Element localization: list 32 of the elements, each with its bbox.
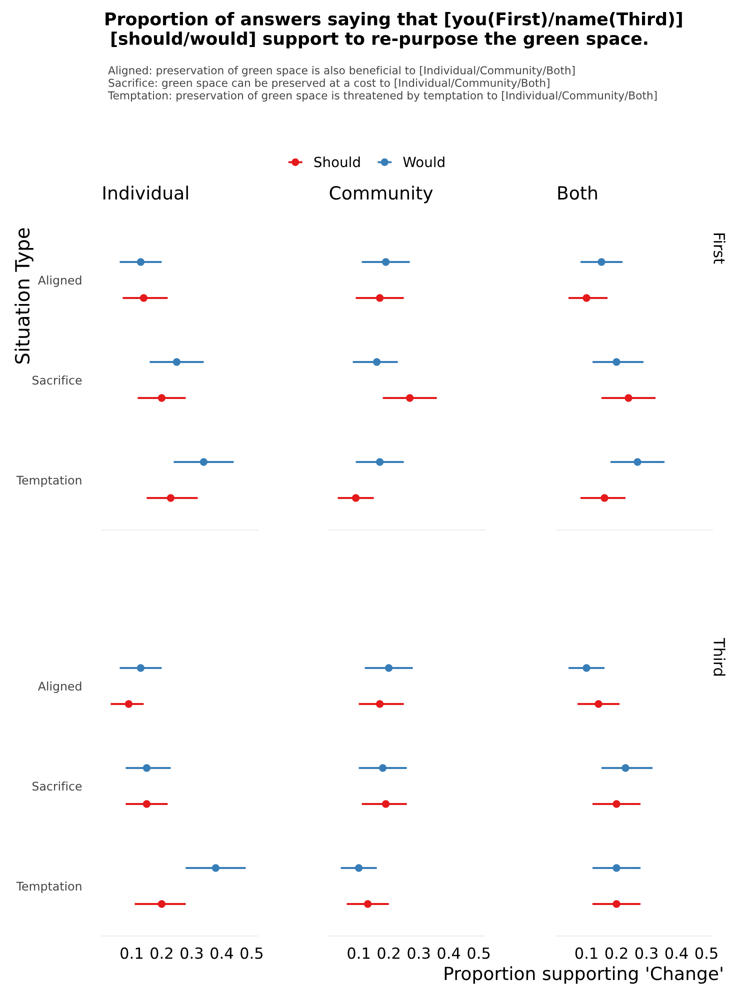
x-tick-label: 0.4 (210, 947, 233, 959)
y2-axis-title: Third (714, 638, 726, 676)
legend-label: Would (403, 156, 444, 168)
chart-title: Both (558, 186, 597, 200)
y-tick-label: Sacrifice (32, 782, 82, 791)
y-tick-label: Aligned (38, 682, 82, 693)
x-tick-label: 0.2 (605, 947, 628, 959)
x-tick-label: 0.1 (348, 947, 370, 959)
chart-title: Community (330, 186, 433, 204)
x-tick-label: 0.4 (665, 947, 688, 959)
x-tick-label: 0.2 (378, 947, 400, 959)
text: Aligned: preservation of green space is also beneficial to [Individual/Community/Both] Sacrifice: green space can be preserved at a cost to [Individual/Community/Both] Temptation: preservation of green space is threatened by temptation to [Individual/Community/Both] (108, 66, 657, 102)
x-tick-label: 0.3 (635, 947, 658, 959)
y-tick-label: Sacrifice (32, 376, 82, 385)
x-tick-label: 0.5 (468, 947, 490, 959)
x-tick-label: 0.2 (150, 947, 172, 959)
text: Situation Type (14, 228, 34, 364)
y2-axis-title: First (714, 234, 726, 264)
x-tick-label: 0.1 (575, 947, 598, 959)
text: Proportion of answers saying that [you(First)/name(Third)] [should/would] support to re-purpose the green space. (106, 12, 682, 49)
x-tick-label: 0.1 (120, 947, 142, 959)
text: Proportion supporting 'Change' (444, 966, 722, 984)
x-tick-label: 0.5 (695, 947, 718, 959)
x-tick-label: 0.3 (180, 947, 203, 959)
legend-label: Should (314, 156, 360, 168)
x-tick-label: 0.3 (408, 947, 430, 959)
chart-title: Individual (103, 186, 188, 200)
y-tick-label: Temptation (16, 476, 82, 487)
y-tick-label: Temptation (16, 882, 82, 893)
x-tick-label: 0.5 (240, 947, 263, 959)
y-tick-label: Aligned (38, 276, 82, 287)
x-tick-label: 0.4 (438, 947, 460, 959)
